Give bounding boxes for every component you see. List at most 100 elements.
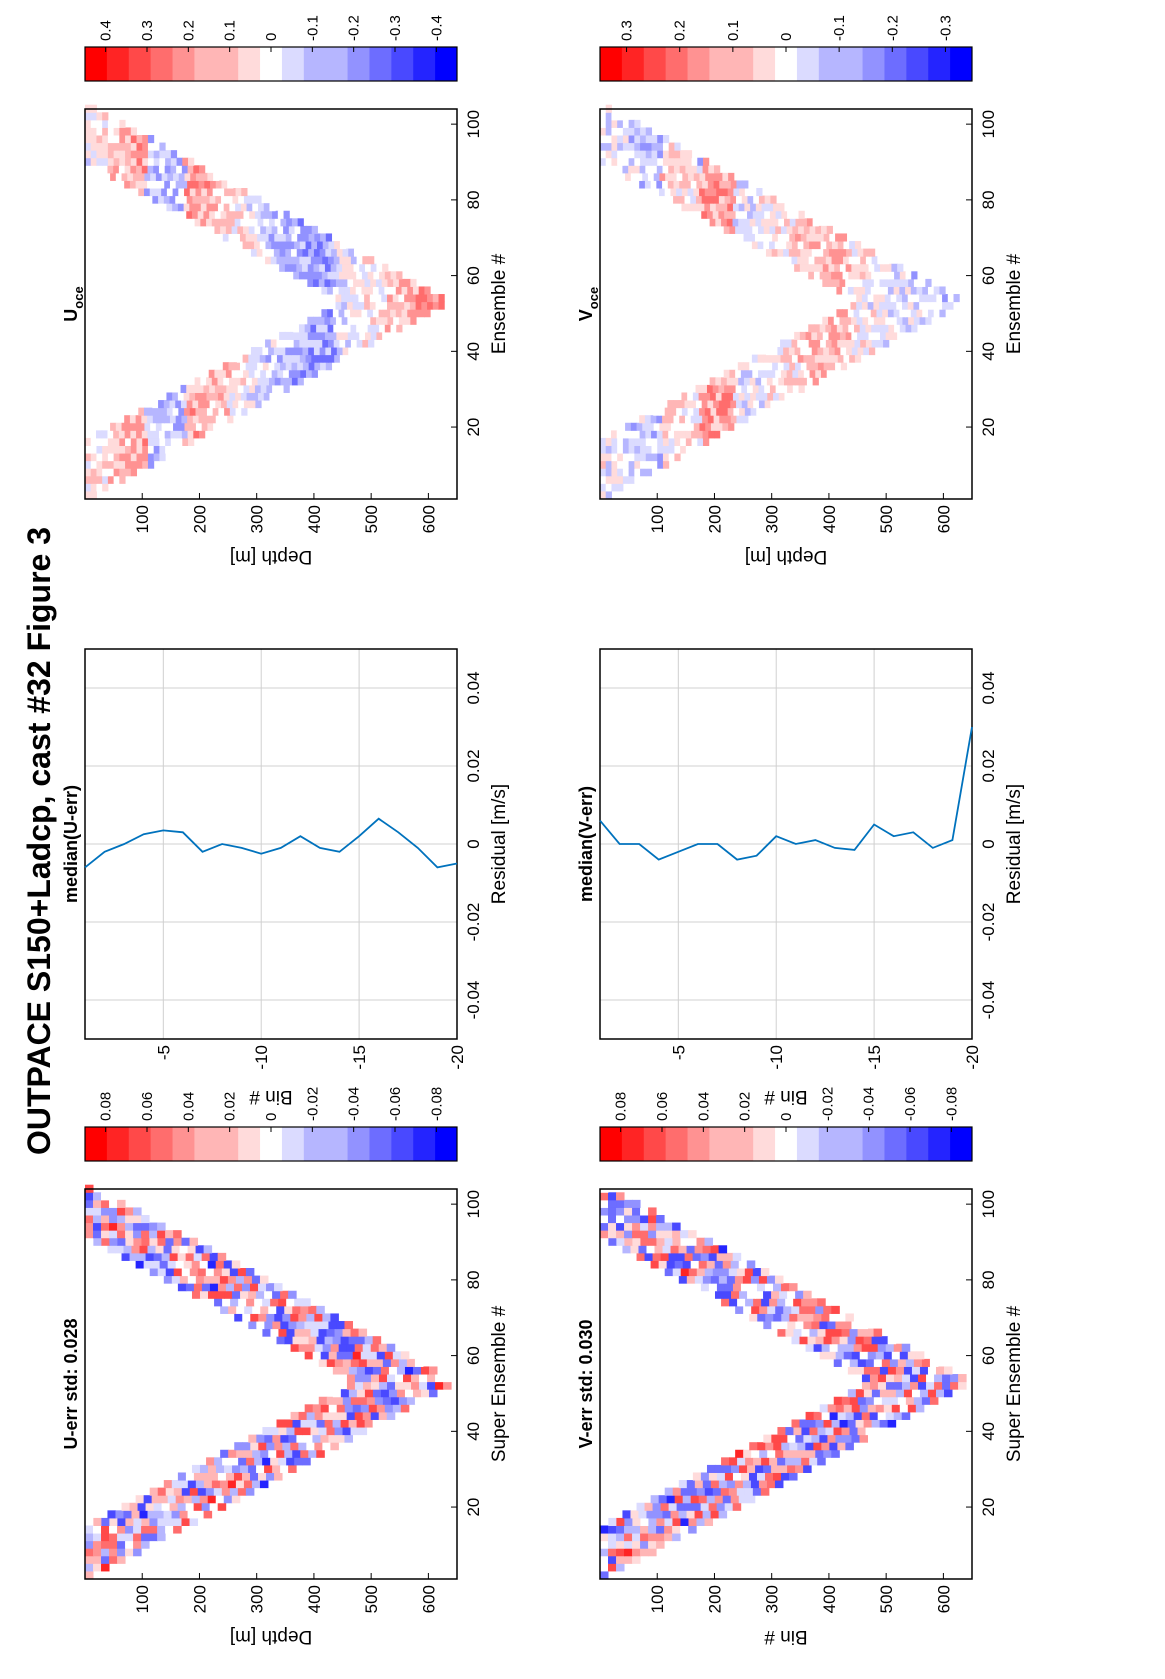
heatmap-cell (789, 233, 796, 242)
heatmap-cell (841, 1427, 851, 1436)
heatmap-cell (117, 1215, 126, 1224)
heatmap-cell (102, 135, 109, 144)
heatmap-cell (803, 1321, 812, 1330)
heatmap-cell (919, 1389, 929, 1398)
y-tick-label: 500 (877, 1585, 896, 1613)
heatmap-cell (201, 1283, 211, 1292)
heatmap-cell (85, 150, 92, 159)
heatmap-cell (316, 339, 323, 348)
x-tick-label: 20 (979, 418, 998, 437)
heatmap-cell (733, 407, 740, 416)
heatmap-cell (773, 1442, 782, 1451)
heatmap-cell (328, 256, 335, 265)
heatmap-cell (393, 278, 400, 287)
heatmap-cell (109, 1237, 118, 1246)
heatmap-cell (634, 119, 641, 128)
colorbar-swatch (216, 1127, 239, 1161)
heatmap-cell (639, 415, 646, 424)
heatmap-cell (897, 1358, 907, 1367)
heatmap-cell (412, 309, 420, 318)
heatmap-cell (341, 316, 348, 325)
heatmap-cell (600, 445, 607, 454)
heatmap-cell (236, 1305, 245, 1314)
heatmap-cell (639, 430, 646, 439)
heatmap-cell (893, 309, 900, 318)
heatmap-cell (432, 294, 440, 303)
heatmap-cell (350, 1328, 360, 1337)
heatmap-cell (819, 1404, 829, 1413)
heatmap-cell (715, 377, 722, 386)
x-tick-label: -0.04 (464, 981, 483, 1020)
heatmap-cell (713, 415, 720, 424)
heatmap-cell (820, 369, 828, 378)
heatmap-cell (190, 422, 197, 431)
heatmap-cell (398, 294, 405, 303)
heatmap-cell (336, 1404, 346, 1413)
heatmap-cell (903, 1389, 913, 1398)
heatmap-cell (617, 460, 624, 469)
heatmap-cell (694, 1480, 704, 1489)
heatmap-cell (808, 256, 815, 265)
heatmap-cell (743, 1449, 752, 1458)
heatmap-cell (286, 1427, 295, 1436)
heatmap-cell (682, 1260, 692, 1269)
heatmap-cell (284, 1305, 293, 1314)
heatmap-cell (780, 339, 787, 348)
heatmap-cell (862, 316, 869, 325)
heatmap-cell (302, 362, 310, 371)
heatmap-cell (203, 1245, 213, 1254)
heatmap-cell (763, 369, 770, 378)
heatmap-cell (882, 309, 889, 318)
heatmap-cell (308, 233, 315, 242)
heatmap-cell (319, 347, 326, 356)
heatmap-cell (334, 354, 341, 363)
heatmap-cell (853, 1343, 863, 1352)
heatmap-cell (274, 362, 281, 371)
y-tick-label: 400 (305, 505, 324, 533)
x-tick-label: 100 (464, 1190, 483, 1218)
heatmap-cell (738, 218, 745, 227)
heatmap-cell (398, 278, 406, 287)
heatmap-cell (697, 157, 704, 166)
heatmap-cell (191, 1260, 201, 1269)
heatmap-cell (316, 1419, 326, 1428)
heatmap-cell (368, 1404, 378, 1413)
heatmap-cell (85, 437, 92, 446)
heatmap-cell (628, 157, 635, 166)
heatmap-cell (679, 165, 686, 174)
heatmap-cell (298, 1442, 307, 1451)
heatmap-cell (265, 369, 273, 378)
heatmap-cell (386, 1411, 396, 1420)
heatmap-cell (117, 1548, 126, 1557)
heatmap-cell (199, 430, 206, 439)
heatmap-cell (198, 195, 205, 204)
heatmap-cell (859, 1404, 869, 1413)
heatmap-cell (797, 241, 804, 250)
heatmap-cell (217, 203, 225, 212)
heatmap-cell (694, 1275, 704, 1284)
heatmap-cell (910, 1374, 919, 1383)
heatmap-cell (769, 354, 776, 363)
heatmap-cell (93, 1533, 102, 1542)
heatmap-cell (324, 331, 332, 340)
heatmap-cell (632, 1517, 641, 1526)
heatmap-cell (302, 1457, 311, 1466)
heatmap-cell (412, 1389, 422, 1398)
heatmap-cell (839, 331, 847, 340)
heatmap-cell (338, 309, 345, 318)
heatmap-cell (119, 475, 126, 484)
heatmap-cell (784, 392, 791, 401)
heatmap-cell (704, 203, 711, 212)
heatmap-cell (210, 415, 217, 424)
heatmap-cell (817, 1298, 826, 1307)
heatmap-cell (921, 1358, 931, 1367)
heatmap-cell (735, 1305, 744, 1314)
heatmap-cell (696, 1237, 706, 1246)
heatmap-cell (300, 1336, 310, 1345)
heatmap-cell (159, 453, 166, 462)
heatmap-cell (135, 1260, 145, 1269)
heatmap-cell (412, 286, 420, 295)
heatmap-cell (96, 127, 103, 136)
heatmap-cell (141, 1540, 150, 1549)
heatmap-cell (657, 135, 664, 144)
